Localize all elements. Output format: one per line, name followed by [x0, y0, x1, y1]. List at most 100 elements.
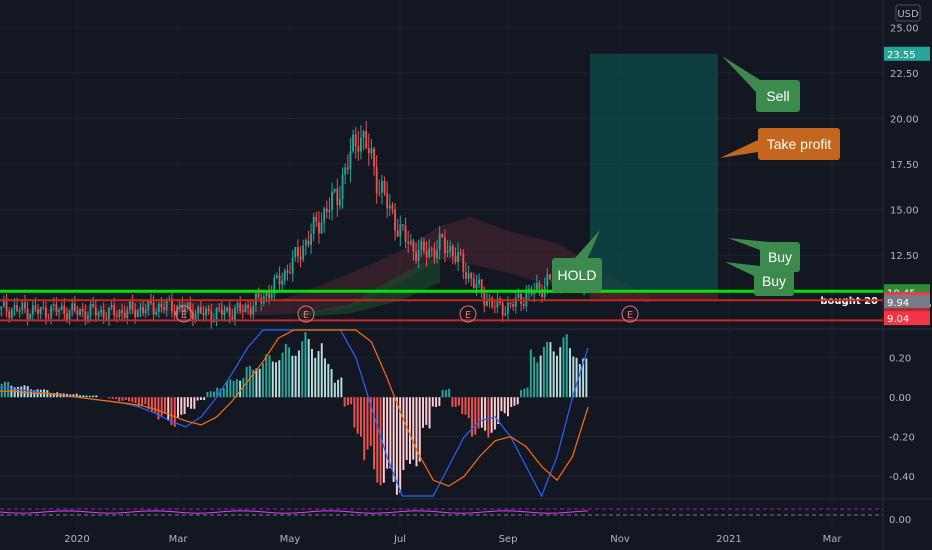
candle-body	[472, 278, 475, 289]
profit-zone	[590, 53, 718, 292]
price-axis[interactable]: 25.0022.5020.0017.5015.0012.5010.00USD0.…	[884, 4, 932, 526]
candle-body	[320, 222, 323, 234]
earnings-marker-label: E	[465, 310, 471, 321]
candle-body	[454, 256, 457, 263]
candle-body	[349, 151, 352, 170]
candle-body	[465, 271, 467, 279]
candle-body	[118, 310, 121, 317]
candle-body	[278, 275, 281, 285]
candle-body	[475, 283, 478, 289]
macd-tick-label: 0.20	[889, 354, 911, 365]
annotation-box	[754, 266, 794, 296]
candle-body	[129, 301, 131, 310]
candle-body	[76, 310, 79, 315]
annotation-box	[760, 242, 800, 272]
candle-body	[39, 307, 42, 314]
candle-body	[283, 270, 286, 281]
candle-body	[549, 274, 551, 280]
candle-body	[538, 282, 541, 290]
candle-body	[378, 192, 381, 194]
candle-body	[239, 303, 242, 312]
macd-tick-label: 0.00	[889, 393, 911, 404]
candle-body	[71, 303, 74, 311]
candle-body	[215, 308, 218, 320]
candle-body	[318, 222, 320, 234]
candle-body	[375, 166, 378, 194]
candle-body	[42, 307, 45, 309]
candle-body	[281, 280, 284, 285]
annotation-label: HOLD	[558, 267, 597, 283]
time-tick-label: May	[280, 534, 301, 545]
candle-body	[105, 317, 108, 320]
candle-body	[194, 314, 197, 321]
candle-body	[491, 298, 494, 307]
price-badge-label: 23.55	[887, 50, 916, 61]
candle-body	[315, 216, 318, 223]
candle-body	[5, 301, 8, 312]
candle-body	[365, 131, 368, 149]
candle-body	[136, 310, 139, 318]
candle-body	[459, 252, 462, 254]
price-badge	[884, 294, 930, 309]
time-tick-label: Jul	[393, 534, 406, 545]
candle-body	[113, 305, 116, 316]
candle-body	[18, 309, 21, 312]
candle-body	[304, 240, 307, 246]
price-badge-label: 9.94	[887, 298, 909, 309]
candle-body	[226, 307, 228, 311]
candle-body	[171, 298, 173, 312]
candle-body	[160, 303, 163, 308]
candle-body	[273, 277, 276, 294]
candle-body	[512, 303, 515, 307]
candle-body	[123, 312, 126, 319]
candle-body	[449, 246, 452, 251]
candle-body	[302, 245, 305, 260]
candle-body	[97, 312, 100, 316]
candle-body	[328, 210, 331, 213]
candle-body	[60, 305, 63, 311]
candle-body	[236, 303, 239, 309]
candle-body	[37, 309, 39, 314]
candle-body	[0, 306, 3, 310]
time-tick-label: Mar	[823, 534, 843, 545]
candle-body	[360, 137, 362, 152]
candle-body	[388, 205, 391, 209]
candle-body	[339, 199, 341, 206]
candle-body	[417, 249, 420, 261]
horizontal-lines[interactable]: bought 20	[0, 289, 883, 322]
macd-tick-label: -0.20	[889, 433, 915, 444]
candle-body	[165, 301, 168, 311]
currency-box	[895, 4, 921, 22]
time-axis[interactable]: 2020 Mar May Jul Sep Nov 2021 Mar	[64, 534, 842, 545]
candle-body	[407, 241, 410, 245]
candle-body	[257, 293, 260, 298]
candle-body	[367, 148, 370, 153]
candle-body	[26, 308, 29, 320]
long-position-tool[interactable]	[590, 53, 718, 300]
candle-body	[312, 216, 315, 234]
annotation-pointer	[575, 230, 600, 258]
candle-body	[157, 303, 160, 313]
candle-body	[268, 292, 270, 299]
candle-body	[470, 273, 473, 279]
candle-body	[81, 309, 84, 312]
time-tick-label: 2021	[716, 534, 741, 545]
candle-body	[115, 315, 118, 317]
candle-body	[244, 304, 247, 313]
time-tick-label: Mar	[169, 534, 189, 545]
candle-body	[433, 248, 436, 258]
candle-body	[29, 314, 32, 320]
candle-body	[333, 188, 336, 192]
earnings-marker	[459, 305, 477, 323]
annotations[interactable]: Sell Take profit HOLD Buy Buy	[552, 56, 840, 296]
candle-body	[409, 240, 412, 245]
candle-body	[504, 313, 507, 316]
time-tick-label: 2020	[64, 534, 89, 545]
candle-body	[234, 308, 236, 320]
candle-body	[522, 304, 525, 307]
candle-body	[68, 310, 71, 320]
candle-body	[63, 305, 66, 314]
candle-body	[297, 247, 299, 257]
candle-body	[270, 293, 273, 299]
